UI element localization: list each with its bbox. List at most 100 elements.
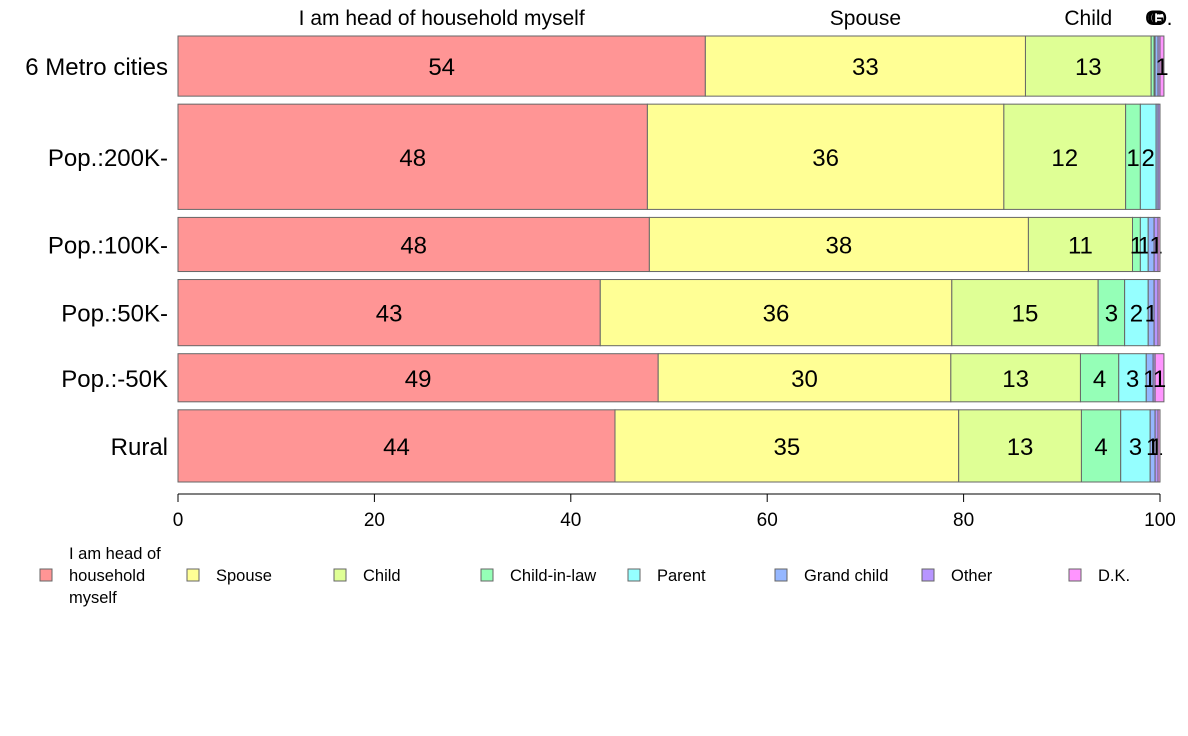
series-top-label: D. — [1151, 7, 1172, 30]
category-label: Pop.:200K- — [48, 145, 168, 172]
legend-label: I am head of — [69, 545, 161, 563]
x-tick-label: 0 — [173, 510, 184, 531]
data-label: 38 — [826, 232, 853, 259]
bar-segment — [177, 216, 650, 273]
data-label: 11 — [1068, 232, 1093, 259]
legend-label: Spouse — [216, 567, 272, 585]
data-label: 3 — [1129, 434, 1142, 461]
series-top-label: O — [1151, 7, 1167, 30]
bar-segment — [177, 353, 659, 403]
legend-swatch — [921, 568, 935, 582]
bar-segment — [1157, 216, 1161, 273]
data-label: 48 — [400, 232, 427, 259]
bar-segment — [1159, 35, 1165, 97]
series-top-label: Child — [1064, 7, 1112, 30]
category-label: Pop.:-50K — [61, 366, 168, 393]
legend-swatch — [333, 568, 347, 582]
data-label: 48 — [399, 145, 426, 172]
data-label: 1 — [1149, 232, 1162, 259]
legend-label: Other — [951, 567, 993, 585]
legend-swatch — [627, 568, 641, 582]
x-tick-label: 20 — [364, 510, 385, 531]
bar-segment — [1027, 216, 1134, 273]
bar-segment — [177, 409, 616, 483]
data-label: 30 — [791, 366, 818, 393]
bar-segment — [950, 353, 1081, 403]
category-label: Pop.:100K- — [48, 232, 168, 259]
data-label: 13 — [1002, 366, 1029, 393]
data-label: 4 — [1093, 366, 1106, 393]
legend-swatch — [480, 568, 494, 582]
legend: I am head of household myself Spouse Child Ch… — [39, 545, 1130, 607]
series-top-label: C — [1147, 7, 1162, 30]
bar-segment — [599, 279, 953, 347]
bar-segment — [1118, 353, 1147, 403]
x-tick-label: 80 — [953, 510, 974, 531]
bar-segment — [177, 103, 648, 210]
x-tick-label: 100 — [1144, 510, 1176, 531]
x-axis: 0 20 40 60 80 100 — [173, 493, 1176, 531]
legend-label: Grand child — [804, 567, 888, 585]
legend-swatch — [1068, 568, 1082, 582]
legend-label: Child-in-law — [510, 567, 596, 585]
legend-swatch — [774, 568, 788, 582]
bar-segment — [648, 216, 1029, 273]
legend-label: myself — [69, 589, 117, 607]
data-label: 13 — [1007, 434, 1034, 461]
bar-segment — [951, 279, 1099, 347]
bar-segment — [1080, 409, 1122, 483]
data-label: 1 — [1155, 54, 1168, 81]
legend-swatch — [39, 568, 53, 582]
data-label: 44 — [383, 434, 410, 461]
category-label: Rural — [111, 434, 168, 461]
data-label: 1 — [1138, 232, 1151, 259]
bar-segment — [1003, 103, 1127, 210]
legend-swatch — [186, 568, 200, 582]
bar-segment — [958, 409, 1082, 483]
legend-label: Parent — [657, 567, 706, 585]
bar-segment — [1097, 279, 1126, 347]
data-label: 15 — [1012, 301, 1039, 328]
x-tick-label: 60 — [757, 510, 778, 531]
data-label: 1 — [1130, 232, 1143, 259]
series-top-label: Spouse — [830, 7, 901, 30]
data-label: 36 — [812, 145, 839, 172]
legend-label: D.K. — [1098, 567, 1130, 585]
category-label: Pop.:50K- — [61, 301, 168, 328]
bar-segment — [177, 279, 601, 347]
bar-segment — [1024, 35, 1152, 97]
data-label: 1 — [1153, 366, 1166, 393]
category-label: 6 Metro cities — [25, 54, 168, 81]
data-label: 54 — [428, 54, 455, 81]
series-top-label: I am head of household myself — [299, 7, 585, 30]
bar-segment — [1153, 279, 1159, 347]
data-label: 12 — [1051, 145, 1078, 172]
bar-segment — [1120, 409, 1151, 483]
data-label: 43 — [376, 301, 403, 328]
bar-segment — [1157, 103, 1161, 210]
bar-segment — [646, 103, 1005, 210]
legend-label: household — [69, 567, 145, 585]
row-labels: 6 Metro cities Pop.:200K- Pop.:100K- Pop.:5… — [25, 54, 168, 461]
data-label: 49 — [405, 366, 432, 393]
data-label: 4 — [1094, 434, 1107, 461]
data-label: 2 — [1142, 145, 1155, 172]
data-label: 3 — [1105, 301, 1118, 328]
data-label: 1 — [1150, 434, 1163, 461]
bar-segment — [704, 35, 1026, 97]
data-label: 1 — [1126, 145, 1139, 172]
data-label: 2 — [1130, 301, 1143, 328]
data-label: 36 — [763, 301, 790, 328]
data-label: 3 — [1126, 366, 1139, 393]
data-label: 13 — [1075, 54, 1102, 81]
series-top-label: C — [1145, 7, 1160, 30]
data-label: 33 — [852, 54, 879, 81]
data-label: 35 — [773, 434, 800, 461]
series-top-label: G — [1148, 7, 1164, 30]
bar-segment — [1157, 409, 1161, 483]
top-series-labels: I am head of household myself Spouse Child… — [299, 7, 1173, 30]
bar-segment — [1157, 279, 1161, 347]
bar-segment — [1154, 353, 1165, 403]
